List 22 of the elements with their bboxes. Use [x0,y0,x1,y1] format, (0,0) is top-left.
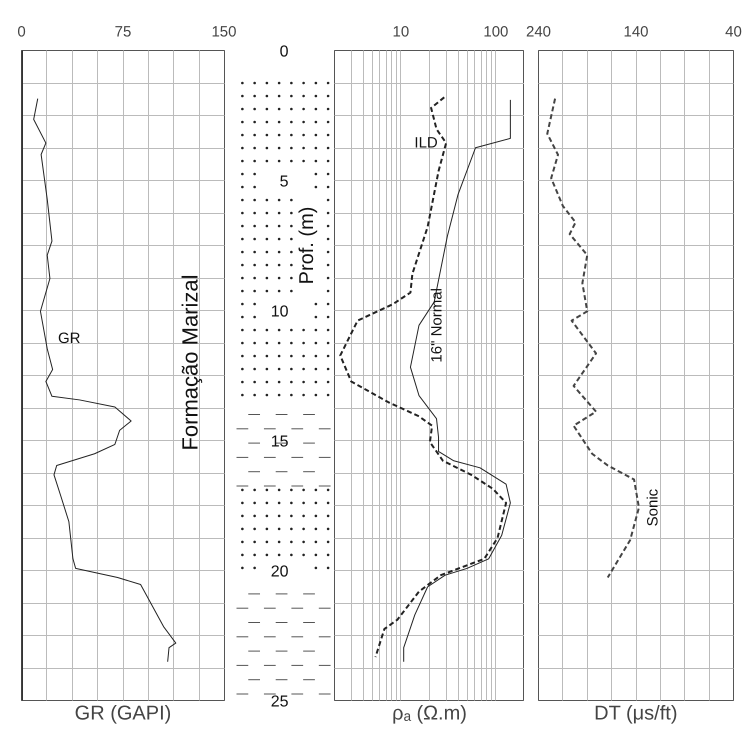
series-label: GR [58,330,81,348]
x-tick-label: 0 [17,24,26,40]
series-label: ILD [414,134,438,152]
x-axis-title: GR (GAPI) [74,702,172,724]
y-axis-title: Prof. (m) [296,206,318,284]
x-axis-title: ρₐ (Ω.m) [392,702,467,724]
y-tick-label: 20 [270,564,289,580]
x-tick-label: 140 [623,24,649,40]
x-tick-label: 100 [483,24,508,40]
y-tick-label: 5 [280,174,289,190]
x-tick-label: 10 [392,24,410,40]
text: Sonic [644,488,662,526]
text: 16" Normal [428,288,446,363]
x-tick-label: 240 [526,24,552,40]
x-tick-label: 150 [211,24,237,40]
x-tick-label: 40 [725,24,742,40]
x-axis-title: DT (μs/ft) [594,702,678,724]
y-tick-label: 10 [270,304,289,320]
annotation: Formação Marizal [177,274,202,451]
x-tick-label: 75 [114,24,132,40]
y-tick-label: 25 [270,694,289,710]
y-tick-label: 0 [280,44,289,60]
